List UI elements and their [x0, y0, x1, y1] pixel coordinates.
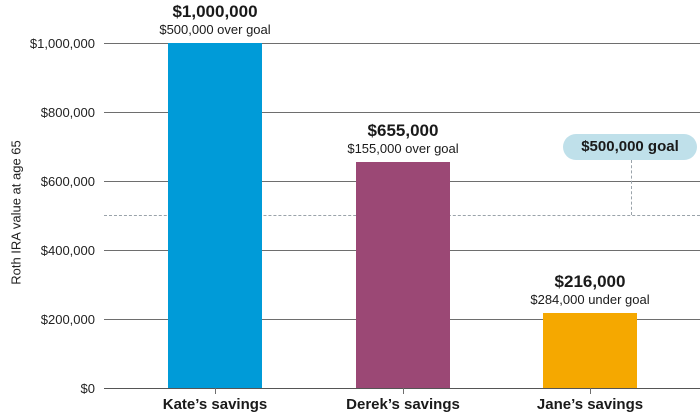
- y-axis-label: Roth IRA value at age 65: [8, 140, 24, 285]
- y-tick-600000: $600,000: [40, 174, 95, 189]
- y-tick-0: $0: [80, 381, 95, 396]
- value-label-jane: $216,000: [554, 272, 626, 291]
- goal-callout-connector: [631, 160, 632, 215]
- gridline: [104, 43, 700, 44]
- value-label-derek: $655,000: [367, 121, 439, 140]
- goal-label: $500,000 goal: [563, 134, 697, 160]
- y-tick-200000: $200,000: [40, 312, 95, 327]
- gridline: [104, 112, 700, 113]
- category-derek: Derek’s savings: [346, 396, 460, 413]
- x-axis-baseline: [104, 388, 700, 389]
- bar-jane: [543, 313, 637, 388]
- x-tick: [215, 388, 216, 394]
- x-tick: [403, 388, 404, 394]
- note-kate: $500,000 over goal: [159, 22, 271, 37]
- note-jane: $284,000 under goal: [530, 292, 650, 307]
- value-label-kate: $1,000,000: [172, 2, 258, 21]
- y-tick-400000: $400,000: [40, 243, 95, 258]
- category-kate: Kate’s savings: [162, 396, 268, 413]
- y-tick-1000000: $1,000,000: [29, 36, 95, 51]
- note-derek: $155,000 over goal: [347, 141, 459, 156]
- y-tick-800000: $800,000: [40, 105, 95, 120]
- bar-derek: [356, 162, 450, 388]
- category-jane: Jane’s savings: [536, 396, 644, 413]
- bar-kate: [168, 43, 262, 388]
- x-tick: [590, 388, 591, 394]
